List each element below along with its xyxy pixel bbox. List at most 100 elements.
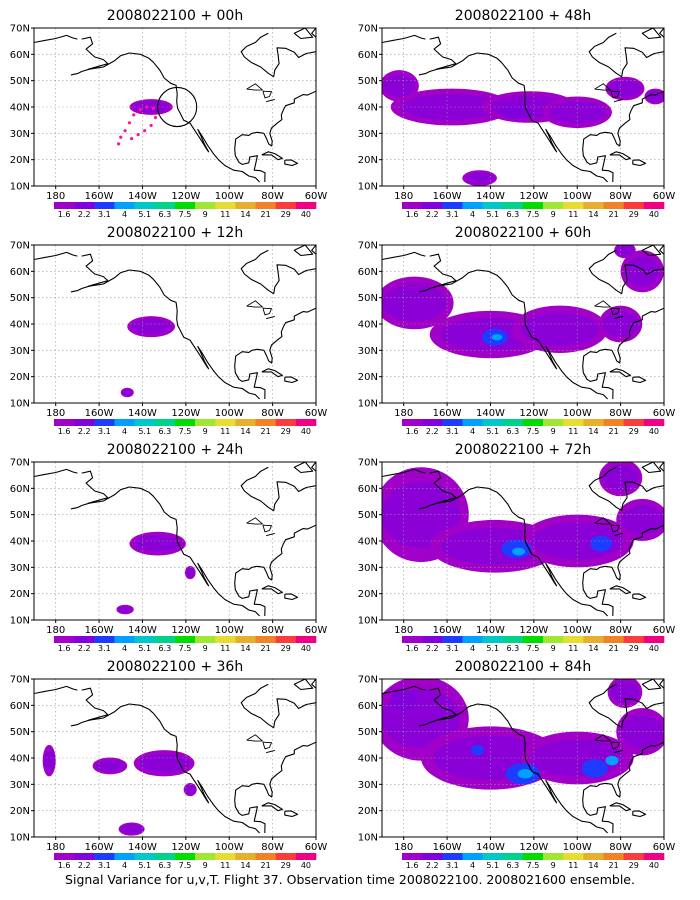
lake-outline <box>246 300 264 308</box>
flight-track-point <box>117 142 121 146</box>
colorbar-label: 5.1 <box>138 210 151 217</box>
flight-track-point <box>145 105 149 109</box>
colorbar-swatch <box>134 202 156 209</box>
colorbar-swatch <box>522 202 544 209</box>
coastline <box>382 468 426 478</box>
colorbar-label: 11 <box>568 427 578 434</box>
colorbar-label: 9 <box>551 861 556 868</box>
map-area <box>382 28 664 186</box>
colorbar-label: 2.2 <box>78 861 91 868</box>
colorbar-label: 3.1 <box>446 427 459 434</box>
colorbar-swatch <box>154 419 176 426</box>
coastline <box>81 36 260 183</box>
colorbar-swatch <box>643 419 665 426</box>
colorbar-label: 21 <box>261 644 271 651</box>
y-tick-label: 70N <box>10 675 30 686</box>
colorbar-swatch <box>603 202 624 209</box>
colorbar-label: 1.6 <box>58 210 71 217</box>
colorbar-label: 40 <box>649 210 659 217</box>
colorbar-swatch <box>134 419 156 426</box>
colorbar-swatch <box>603 853 624 860</box>
colorbar-swatch <box>295 853 317 860</box>
colorbar-label: 21 <box>609 210 619 217</box>
colorbar-swatch <box>583 419 604 426</box>
colorbar-swatch <box>543 202 564 209</box>
coastline <box>429 253 608 400</box>
coastline <box>641 679 662 691</box>
colorbar-label: 4 <box>470 427 475 434</box>
coastline <box>34 251 78 261</box>
coastline <box>70 283 95 293</box>
colorbar-swatch <box>174 419 196 426</box>
colorbar-swatch <box>543 853 564 860</box>
y-tick-label: 70N <box>10 458 30 469</box>
colorbar-label: 11 <box>568 861 578 868</box>
coastline <box>234 90 316 183</box>
variance-contour <box>520 312 600 346</box>
flight-track-point <box>119 135 123 139</box>
y-tick-label: 40N <box>358 537 378 548</box>
variance-contour <box>95 760 125 772</box>
colorbar-label: 6.3 <box>506 644 519 651</box>
y-tick-label: 20N <box>10 155 30 166</box>
y-tick-label: 40N <box>10 320 30 331</box>
lake-outline <box>262 741 273 750</box>
lake-outline <box>262 307 273 316</box>
coastline <box>234 524 316 617</box>
colorbar-swatch <box>563 202 584 209</box>
colorbar-swatch <box>603 636 624 643</box>
colorbar-label: 1.6 <box>58 644 71 651</box>
coastline <box>382 251 426 261</box>
lake-outline <box>610 307 621 316</box>
y-tick-label: 20N <box>10 806 30 817</box>
colorbar-label: 29 <box>629 427 639 434</box>
colorbar-swatch <box>235 202 256 209</box>
colorbar-label: 6.3 <box>158 210 171 217</box>
x-tick-label: 180 <box>46 842 65 853</box>
colorbar-swatch <box>195 202 216 209</box>
colorbar-swatch <box>623 419 645 426</box>
y-tick-label: 50N <box>10 727 30 738</box>
x-tick-label: 180 <box>394 842 413 853</box>
variance-contour <box>620 505 664 535</box>
colorbar-swatch <box>215 419 236 426</box>
variance-contour <box>382 481 461 548</box>
coastline <box>293 245 314 257</box>
y-tick-label: 10N <box>10 833 30 844</box>
y-tick-label: 30N <box>10 346 30 357</box>
y-tick-label: 40N <box>10 754 30 765</box>
x-tick-label: 140W <box>476 842 505 853</box>
colorbar-label: 11 <box>220 427 230 434</box>
x-tick-label: 100W <box>563 625 592 636</box>
y-tick-label: 70N <box>358 458 378 469</box>
variance-contour <box>602 464 639 491</box>
x-tick-label: 60W <box>305 842 328 853</box>
colorbar-label: 3.1 <box>98 427 111 434</box>
colorbar-swatch <box>94 853 115 860</box>
colorbar-swatch <box>402 419 423 426</box>
x-tick-label: 140W <box>128 625 157 636</box>
colorbar-label: 7.5 <box>179 427 192 434</box>
variance-contour <box>616 245 634 256</box>
x-tick-label: 140W <box>128 408 157 419</box>
y-tick-label: 40N <box>10 537 30 548</box>
colorbar-label: 3.1 <box>98 644 111 651</box>
coastline <box>81 687 260 834</box>
colorbar-swatch <box>235 419 256 426</box>
coastline <box>609 585 631 595</box>
coastline <box>34 685 78 695</box>
colorbar-swatch <box>74 636 95 643</box>
coastline <box>429 470 608 617</box>
lake-outline <box>594 517 612 525</box>
colorbar-swatch <box>482 636 504 643</box>
colorbar-label: 11 <box>220 210 230 217</box>
colorbar-label: 11 <box>220 644 230 651</box>
coastline <box>632 593 647 601</box>
colorbar-swatch <box>502 202 524 209</box>
colorbar-label: 40 <box>649 861 659 868</box>
lake-outline <box>246 83 264 91</box>
colorbar-label: 9 <box>203 210 208 217</box>
colorbar-swatch <box>422 419 443 426</box>
colorbar-swatch <box>623 202 645 209</box>
x-tick-label: 80W <box>609 625 632 636</box>
